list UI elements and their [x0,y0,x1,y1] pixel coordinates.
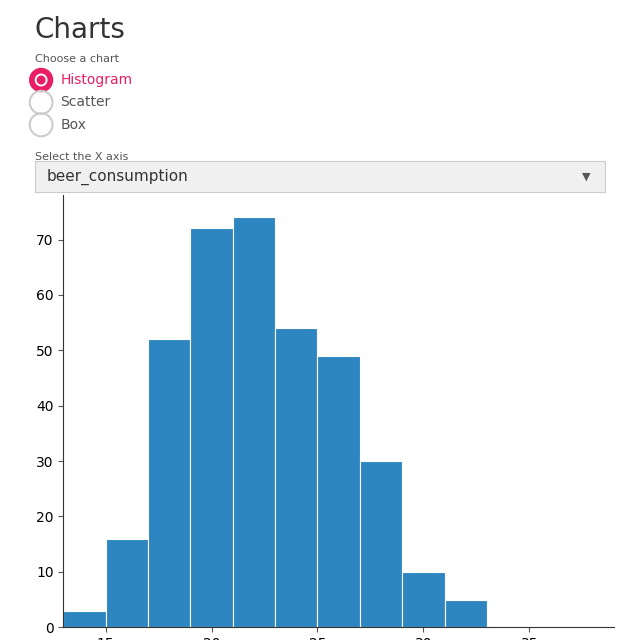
Text: Choose a chart: Choose a chart [35,54,119,65]
Bar [148,339,191,627]
Bar [402,572,444,627]
Text: Scatter: Scatter [60,95,110,109]
Text: ▼: ▼ [582,172,590,182]
Bar [360,461,402,627]
Text: Histogram: Histogram [60,73,132,87]
Bar [106,539,148,627]
Text: beer_consumption: beer_consumption [46,168,188,185]
Bar [191,228,233,627]
Bar [444,600,487,627]
Text: Select the X axis: Select the X axis [35,152,128,163]
Text: Box: Box [60,118,86,132]
Text: Charts: Charts [35,16,126,44]
Bar [233,218,275,627]
Bar [275,328,318,627]
Bar [318,356,360,627]
Bar [63,611,106,627]
